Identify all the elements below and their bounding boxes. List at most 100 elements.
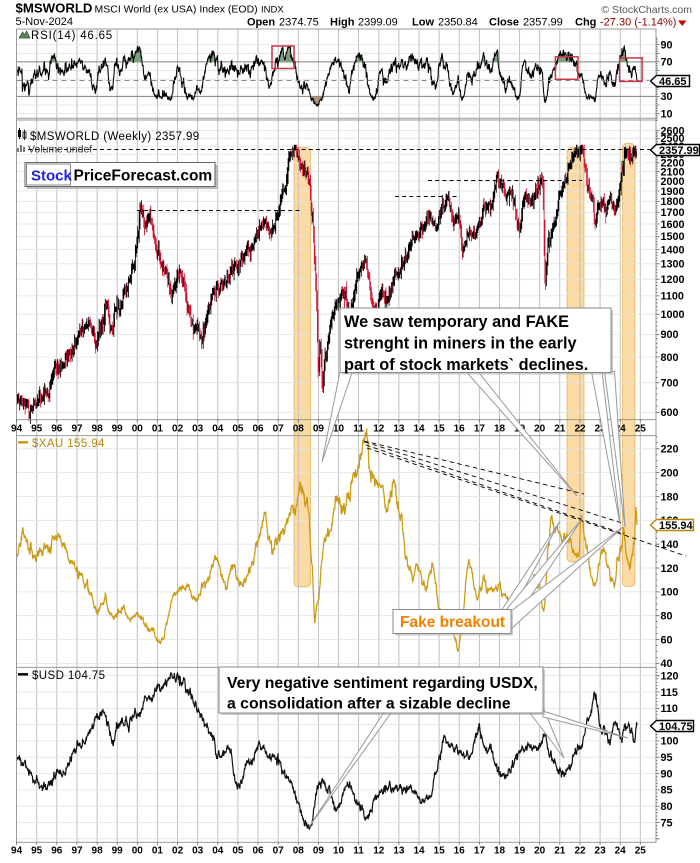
svg-text:$USD 104.75: $USD 104.75 [32, 670, 105, 682]
svg-text:94: 94 [11, 424, 23, 435]
svg-text:600: 600 [661, 407, 679, 419]
svg-text:1100: 1100 [661, 291, 684, 303]
svg-text:90: 90 [661, 39, 673, 51]
svg-text:21: 21 [554, 846, 566, 857]
svg-text:11: 11 [353, 424, 364, 435]
svg-text:21: 21 [554, 424, 566, 435]
svg-text:155.94: 155.94 [659, 520, 694, 532]
svg-text:09: 09 [313, 424, 325, 435]
svg-text:18: 18 [494, 424, 506, 435]
svg-text:40: 40 [661, 658, 673, 670]
svg-text:10: 10 [661, 109, 673, 121]
svg-text:94: 94 [11, 846, 23, 857]
svg-text:12: 12 [373, 846, 385, 857]
svg-text:1900: 1900 [661, 186, 685, 198]
svg-text:16: 16 [454, 424, 466, 435]
svg-text:80: 80 [661, 611, 673, 623]
svg-text:Stock: Stock [31, 168, 73, 185]
svg-text:20: 20 [534, 846, 546, 857]
svg-text:13: 13 [393, 424, 405, 435]
svg-text:14: 14 [413, 846, 425, 857]
svg-text:17: 17 [474, 846, 486, 857]
svg-text:23: 23 [595, 424, 607, 435]
svg-text:95: 95 [31, 846, 43, 857]
svg-text:80: 80 [661, 801, 673, 813]
svg-text:120: 120 [661, 671, 679, 683]
svg-text:25: 25 [635, 846, 647, 857]
svg-text:RSI(14) 46.65: RSI(14) 46.65 [31, 30, 113, 42]
svg-text:13: 13 [393, 846, 405, 857]
svg-text:115: 115 [661, 687, 678, 699]
svg-text:$MSWORLD: $MSWORLD [16, 1, 93, 16]
svg-text:700: 700 [661, 378, 679, 390]
svg-text:22: 22 [574, 424, 586, 435]
svg-text:22: 22 [574, 846, 586, 857]
svg-text:46.65: 46.65 [659, 76, 687, 88]
svg-text:08: 08 [293, 846, 305, 857]
svg-text:99: 99 [112, 424, 124, 435]
svg-text:1700: 1700 [661, 207, 685, 219]
svg-text:a consolidation after a sizabl: a consolidation after a sizable decline [227, 696, 511, 713]
svg-text:06: 06 [252, 846, 264, 857]
svg-text:1800: 1800 [661, 196, 685, 208]
svg-text:14: 14 [413, 424, 425, 435]
svg-text:12: 12 [373, 424, 385, 435]
svg-text:Fake breakout: Fake breakout [400, 614, 505, 631]
svg-text:01: 01 [152, 846, 164, 857]
svg-text:Volume undef: Volume undef [28, 144, 92, 156]
svg-text:140: 140 [661, 539, 679, 551]
svg-text:75: 75 [661, 817, 673, 829]
svg-text:We saw temporary and FAKE: We saw temporary and FAKE [344, 313, 569, 331]
svg-text:95: 95 [661, 752, 673, 764]
svg-text:96: 96 [51, 846, 63, 857]
svg-text:1600: 1600 [661, 219, 685, 231]
svg-text:200: 200 [661, 467, 679, 479]
svg-text:16: 16 [454, 846, 466, 857]
svg-text:18: 18 [494, 846, 506, 857]
svg-text:2357.99: 2357.99 [659, 145, 699, 157]
svg-text:07: 07 [273, 846, 285, 857]
svg-text:07: 07 [273, 424, 285, 435]
svg-text:03: 03 [192, 846, 204, 857]
svg-text:96: 96 [51, 424, 63, 435]
svg-text:Very negative sentiment regard: Very negative sentiment regarding USDX, [227, 675, 538, 692]
svg-text:2200: 2200 [661, 158, 685, 170]
svg-text:30: 30 [661, 91, 673, 103]
svg-text:15: 15 [434, 424, 446, 435]
svg-text:2500: 2500 [661, 133, 685, 145]
svg-text:$XAU 155.94: $XAU 155.94 [32, 438, 105, 450]
svg-text:90: 90 [661, 768, 673, 780]
svg-text:1500: 1500 [661, 231, 685, 243]
svg-text:99: 99 [112, 846, 124, 857]
svg-text:2100: 2100 [661, 167, 685, 179]
svg-text:00: 00 [132, 846, 144, 857]
svg-text:23: 23 [595, 846, 607, 857]
svg-text:00: 00 [132, 424, 144, 435]
svg-text:1200: 1200 [661, 274, 685, 286]
svg-text:100: 100 [661, 587, 679, 599]
svg-text:220: 220 [661, 444, 679, 456]
svg-text:24: 24 [615, 846, 627, 857]
svg-text:strenght in miners in the earl: strenght in miners in the early [344, 335, 577, 353]
svg-text:01: 01 [152, 424, 164, 435]
svg-text:900: 900 [661, 329, 679, 341]
svg-text:1300: 1300 [661, 259, 685, 271]
svg-text:© StockCharts.com: © StockCharts.com [601, 4, 692, 16]
svg-text:2000: 2000 [661, 176, 685, 188]
svg-text:03: 03 [192, 424, 204, 435]
svg-text:17: 17 [474, 424, 486, 435]
svg-text:97: 97 [71, 846, 83, 857]
svg-text:part of stock markets` decline: part of stock markets` declines. [344, 356, 588, 374]
svg-text:180: 180 [661, 491, 679, 503]
svg-text:104.75: 104.75 [659, 721, 693, 733]
svg-text:120: 120 [661, 563, 679, 575]
svg-text:60: 60 [661, 634, 673, 646]
svg-text:2600: 2600 [661, 126, 685, 138]
svg-text:05: 05 [232, 846, 244, 857]
svg-text:20: 20 [534, 424, 546, 435]
svg-text:800: 800 [661, 352, 679, 364]
svg-text:19: 19 [514, 846, 526, 857]
svg-text:04: 04 [212, 846, 224, 857]
svg-text:5-Nov-2024: 5-Nov-2024 [16, 16, 73, 28]
